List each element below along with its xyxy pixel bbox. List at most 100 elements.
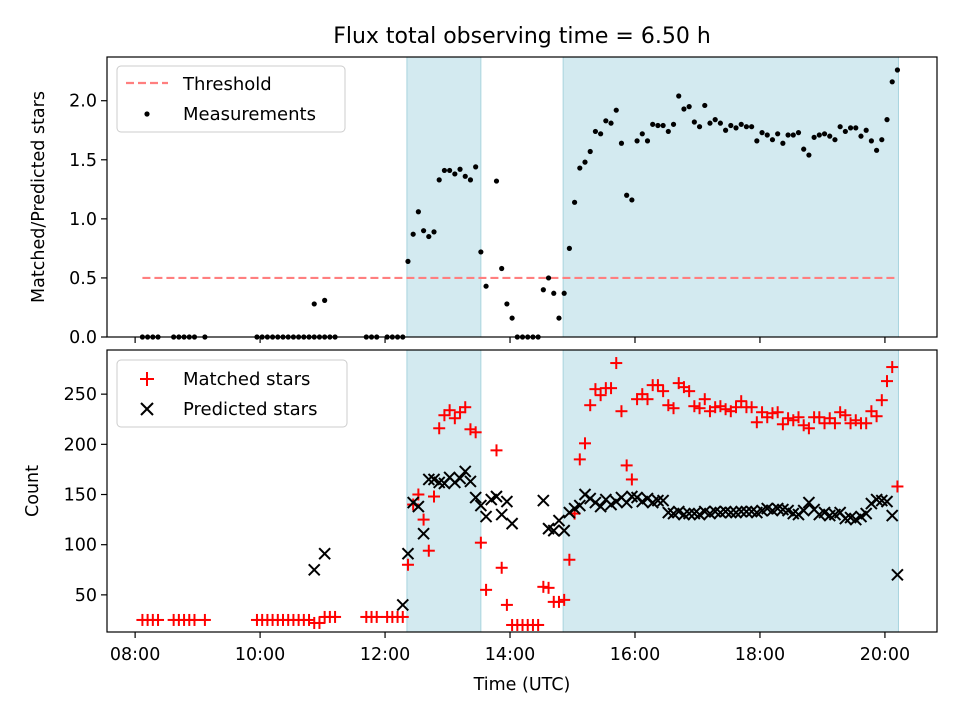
matched-point bbox=[563, 553, 576, 566]
measurement-point bbox=[879, 137, 885, 143]
matched-point bbox=[313, 616, 326, 629]
matched-point bbox=[620, 459, 633, 472]
matched-point bbox=[537, 580, 550, 593]
measurement-point bbox=[436, 177, 442, 183]
matched-point bbox=[152, 613, 165, 626]
matched-point bbox=[792, 411, 805, 424]
matched-point bbox=[766, 407, 779, 420]
measurement-point bbox=[775, 131, 781, 137]
measurement-point bbox=[712, 117, 718, 123]
measurement-point bbox=[478, 249, 484, 255]
top-panel: 0.00.51.01.52.0 Matched/Predicted stars … bbox=[29, 56, 938, 348]
predicted-point bbox=[453, 472, 467, 485]
matched-point bbox=[667, 402, 680, 415]
matched-point bbox=[490, 444, 503, 457]
measurement-point bbox=[853, 125, 859, 131]
matched-point bbox=[589, 383, 602, 396]
matched-point bbox=[636, 388, 649, 401]
predicted-point bbox=[500, 495, 514, 508]
measurement-point bbox=[629, 197, 635, 203]
matched-point bbox=[631, 393, 644, 406]
measurement-point bbox=[431, 229, 437, 235]
measurement-point bbox=[577, 165, 583, 171]
measurement-point bbox=[691, 119, 697, 125]
predicted-point bbox=[495, 508, 508, 521]
matched-point bbox=[198, 613, 211, 626]
matched-point bbox=[459, 401, 472, 414]
y-axis-label: Matched/Predicted stars bbox=[29, 91, 49, 303]
matched-point bbox=[870, 410, 883, 423]
matched-point bbox=[615, 405, 628, 418]
measurement-point bbox=[868, 138, 874, 144]
predicted-point bbox=[594, 500, 607, 513]
measurement-point bbox=[707, 120, 713, 126]
measurement-point bbox=[769, 137, 776, 143]
matched-point bbox=[438, 409, 451, 422]
measurement-point bbox=[644, 138, 651, 144]
y-tick-label: 50 bbox=[75, 586, 97, 606]
y-axis-label: Count bbox=[23, 465, 43, 517]
measurement-point bbox=[863, 127, 869, 133]
legend: Threshold Measurements bbox=[116, 65, 346, 133]
predicted-point bbox=[459, 465, 472, 478]
matched-point bbox=[428, 490, 441, 503]
matched-point bbox=[776, 418, 789, 431]
measurement-point bbox=[457, 166, 463, 172]
measurement-point bbox=[592, 128, 599, 135]
matched-point bbox=[719, 403, 732, 416]
matched-point bbox=[891, 480, 904, 493]
matched-point bbox=[709, 401, 722, 414]
matched-point bbox=[469, 426, 482, 439]
axes-frame bbox=[106, 349, 938, 633]
measurement-point bbox=[785, 132, 791, 138]
measurement-point bbox=[873, 147, 880, 153]
predicted-point bbox=[505, 517, 519, 530]
measurement-point bbox=[702, 102, 708, 109]
matched-point bbox=[839, 409, 852, 422]
matched-point bbox=[610, 357, 623, 370]
matched-point bbox=[735, 395, 748, 408]
matched-point bbox=[823, 412, 836, 425]
measurement-point bbox=[415, 209, 421, 215]
predicted-point bbox=[537, 494, 550, 507]
y-tick-label: 100 bbox=[64, 536, 97, 556]
measurement-point bbox=[686, 104, 692, 110]
matched-point bbox=[558, 593, 571, 606]
matched-point bbox=[771, 406, 784, 419]
measurement-point bbox=[884, 117, 890, 123]
predicted-point bbox=[552, 514, 566, 527]
measurement-point bbox=[842, 128, 848, 135]
measurement-point bbox=[311, 301, 317, 307]
measurement-point bbox=[743, 124, 750, 130]
matched-point bbox=[422, 544, 435, 557]
measurement-point bbox=[618, 140, 625, 146]
x-tick-label: 08:00 bbox=[110, 645, 160, 665]
predicted-point bbox=[557, 524, 571, 537]
count-points bbox=[136, 357, 904, 631]
matched-point bbox=[865, 405, 878, 418]
measurement-point bbox=[483, 283, 489, 289]
matched-point bbox=[401, 558, 414, 571]
matched-point bbox=[584, 399, 597, 412]
measurement-point bbox=[795, 130, 802, 136]
legend-predicted-label: Predicted stars bbox=[183, 399, 317, 420]
matched-point bbox=[730, 401, 743, 414]
matched-point bbox=[745, 401, 758, 414]
measurement-point bbox=[561, 290, 567, 296]
measurement-point bbox=[504, 301, 510, 307]
predicted-point bbox=[740, 505, 753, 518]
y-tick-label: 2.0 bbox=[69, 92, 97, 112]
measurement-point bbox=[405, 258, 411, 264]
x-ticks bbox=[134, 337, 886, 343]
measurement-point bbox=[827, 133, 833, 139]
measurement-point bbox=[696, 124, 703, 130]
matched-point bbox=[875, 394, 888, 407]
matched-point bbox=[881, 375, 894, 388]
x-tick-label: 16:00 bbox=[610, 645, 660, 665]
measurement-point bbox=[655, 122, 661, 129]
matched-point bbox=[693, 402, 706, 415]
shaded-intervals bbox=[406, 57, 899, 337]
matched-point bbox=[651, 379, 664, 392]
matched-point bbox=[480, 583, 493, 596]
measurement-point bbox=[499, 265, 505, 272]
